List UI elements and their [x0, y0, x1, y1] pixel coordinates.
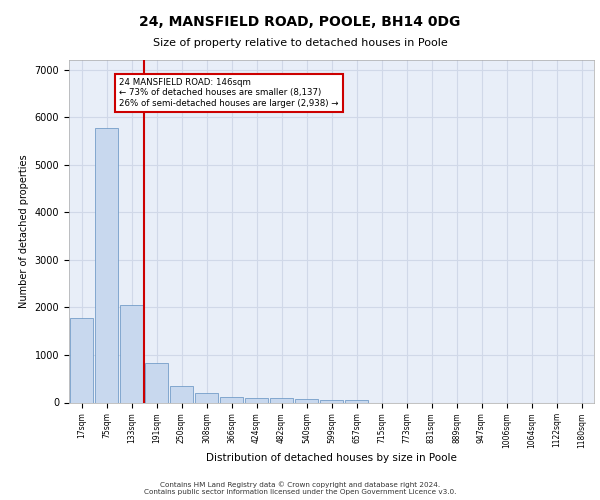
- Text: Contains HM Land Registry data © Crown copyright and database right 2024.
Contai: Contains HM Land Registry data © Crown c…: [144, 482, 456, 495]
- Bar: [320, 400, 343, 402]
- Bar: [195, 394, 218, 402]
- Bar: [270, 398, 293, 402]
- Bar: [145, 364, 168, 403]
- Bar: [95, 128, 118, 402]
- Bar: [345, 400, 368, 402]
- Text: Size of property relative to detached houses in Poole: Size of property relative to detached ho…: [152, 38, 448, 48]
- Bar: [220, 397, 243, 402]
- Bar: [70, 318, 93, 402]
- Text: 24, MANSFIELD ROAD, POOLE, BH14 0DG: 24, MANSFIELD ROAD, POOLE, BH14 0DG: [139, 15, 461, 29]
- Text: 24 MANSFIELD ROAD: 146sqm
← 73% of detached houses are smaller (8,137)
26% of se: 24 MANSFIELD ROAD: 146sqm ← 73% of detac…: [119, 78, 338, 108]
- Bar: [170, 386, 193, 402]
- Bar: [120, 304, 143, 402]
- Bar: [295, 400, 318, 402]
- X-axis label: Distribution of detached houses by size in Poole: Distribution of detached houses by size …: [206, 454, 457, 464]
- Y-axis label: Number of detached properties: Number of detached properties: [19, 154, 29, 308]
- Bar: [245, 398, 268, 402]
